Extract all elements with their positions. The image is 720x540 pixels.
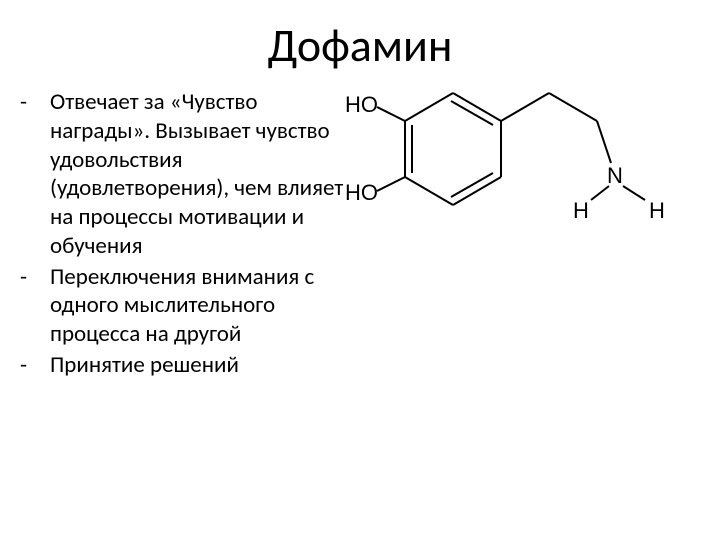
bullet-marker: - [20, 88, 50, 261]
content-row: - Отвечает за «Чувство награды». Вызывае… [0, 88, 720, 382]
atom-label: HO [345, 92, 378, 118]
atom-label: N [607, 163, 623, 189]
page-title: Дофамин [0, 0, 720, 88]
atom-label: HO [345, 180, 378, 206]
molecule-bonds [345, 88, 685, 228]
molecule-diagram: HO HO NH H [345, 88, 710, 382]
list-item: - Принятие решений [20, 351, 345, 380]
bullet-text: Принятие решений [50, 351, 345, 380]
bullet-text: Отвечает за «Чувство награды». Вызывает … [50, 88, 345, 261]
bullet-list: - Отвечает за «Чувство награды». Вызывае… [20, 88, 345, 382]
atom-label: H [649, 198, 665, 224]
bullet-text: Переключения внимания с одного мыслитель… [50, 263, 345, 349]
list-item: - Переключения внимания с одного мыслите… [20, 263, 345, 349]
bullet-marker: - [20, 263, 50, 349]
list-item: - Отвечает за «Чувство награды». Вызывае… [20, 88, 345, 261]
atom-label: H [573, 198, 589, 224]
bullet-marker: - [20, 351, 50, 380]
